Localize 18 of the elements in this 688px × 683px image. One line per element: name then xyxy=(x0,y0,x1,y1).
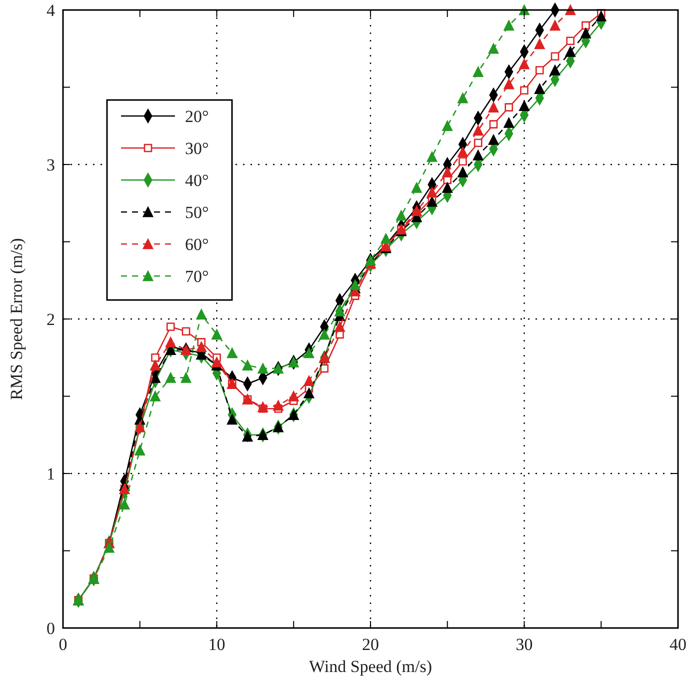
legend-label: 30° xyxy=(185,138,209,158)
x-tick-label: 20 xyxy=(362,635,379,654)
x-tick-label: 30 xyxy=(516,635,533,654)
y-tick-label: 2 xyxy=(46,310,55,329)
y-tick-label: 0 xyxy=(46,618,55,638)
x-tick-label: 10 xyxy=(208,635,226,654)
y-tick-label: 3 xyxy=(46,155,55,174)
legend-label: 60° xyxy=(185,234,209,254)
y-tick-label: 1 xyxy=(46,464,55,484)
legend-label: 40° xyxy=(185,170,209,190)
legend-label: 50° xyxy=(185,202,209,222)
y-tick-label: 4 xyxy=(46,0,56,20)
legend-label: 70° xyxy=(185,266,209,286)
x-tick-label: 40 xyxy=(670,635,686,654)
legend-label: 20° xyxy=(185,106,209,126)
y-axis-title: RMS Speed Error (m/s) xyxy=(7,238,26,400)
x-tick-label: 0 xyxy=(58,635,68,654)
x-axis-title: Wind Speed (m/s) xyxy=(308,657,432,676)
